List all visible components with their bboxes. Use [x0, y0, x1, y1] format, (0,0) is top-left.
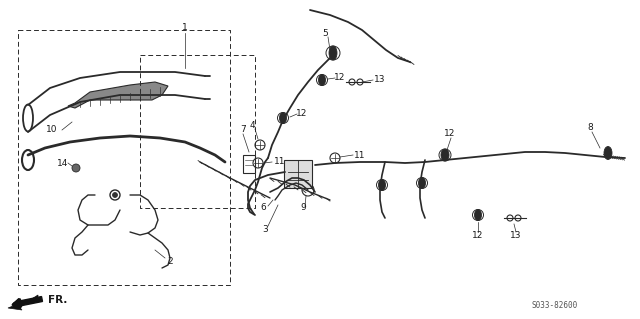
- Text: 4: 4: [249, 121, 255, 130]
- Text: FR.: FR.: [48, 295, 68, 305]
- Ellipse shape: [280, 113, 287, 123]
- Text: 11: 11: [275, 158, 285, 167]
- Text: 8: 8: [587, 123, 593, 132]
- Text: 13: 13: [510, 231, 522, 240]
- Text: 12: 12: [444, 130, 456, 138]
- Ellipse shape: [319, 75, 326, 85]
- Circle shape: [113, 192, 118, 197]
- Ellipse shape: [604, 146, 612, 160]
- Text: 1: 1: [182, 24, 188, 33]
- Text: 10: 10: [46, 125, 58, 135]
- Bar: [284, 160, 312, 188]
- Polygon shape: [68, 82, 168, 108]
- Text: S033-82600: S033-82600: [532, 300, 578, 309]
- Text: 2: 2: [167, 257, 173, 266]
- Text: 12: 12: [334, 73, 346, 83]
- Bar: [243, 155, 255, 173]
- Text: 12: 12: [472, 231, 484, 240]
- Text: 5: 5: [322, 28, 328, 38]
- Ellipse shape: [378, 180, 385, 190]
- Ellipse shape: [441, 149, 449, 161]
- FancyArrow shape: [12, 297, 42, 308]
- Text: 11: 11: [355, 151, 365, 160]
- Text: 9: 9: [300, 204, 306, 212]
- Polygon shape: [8, 295, 38, 310]
- Ellipse shape: [474, 210, 481, 220]
- Text: 3: 3: [262, 226, 268, 234]
- Text: 13: 13: [374, 76, 386, 85]
- Text: 12: 12: [296, 109, 308, 118]
- Text: 7: 7: [240, 125, 246, 135]
- Circle shape: [72, 164, 80, 172]
- Ellipse shape: [329, 46, 337, 60]
- Ellipse shape: [419, 177, 426, 189]
- Text: 6: 6: [260, 204, 266, 212]
- Text: 14: 14: [58, 159, 68, 167]
